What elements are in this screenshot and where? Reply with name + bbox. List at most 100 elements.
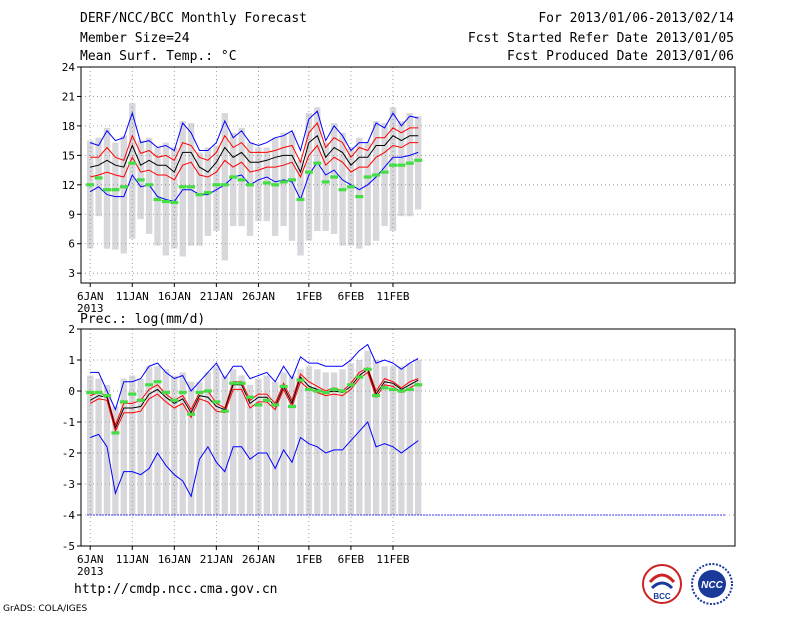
temperature-mean-plus-minus-sd-line xyxy=(90,122,419,164)
precip-range-bar xyxy=(330,372,338,515)
temperature-observed-mark xyxy=(136,178,145,182)
precip-observed-mark xyxy=(363,367,372,371)
precip-range-bar xyxy=(272,381,279,515)
temperature-range-bar xyxy=(347,147,355,246)
temperature-observed-mark xyxy=(145,183,154,187)
temperature-observed-mark xyxy=(321,180,330,184)
temperature-xtick-label: 1FEB xyxy=(296,290,323,303)
precip-range-bar xyxy=(339,369,346,515)
temperature-observed-mark xyxy=(279,180,288,184)
temperature-observed-mark xyxy=(262,181,271,185)
forecast-start-date: Fcst Started Refer Date 2013/01/05 xyxy=(467,31,734,46)
temperature-observed-mark xyxy=(220,183,229,187)
temperature-observed-mark xyxy=(271,183,280,187)
temperature-observed-mark xyxy=(304,170,313,174)
temperature-range-bar xyxy=(120,135,127,254)
precip-range-bar xyxy=(305,366,313,515)
temperature-observed-mark xyxy=(86,183,95,187)
temperature-observed-mark xyxy=(178,185,187,189)
precip-observed-mark xyxy=(220,409,229,413)
precip-range-bar xyxy=(255,378,262,515)
precip-xtick-label: 21JAN xyxy=(200,553,233,566)
precip-ytick-label: -1 xyxy=(62,416,75,429)
source-url[interactable]: http://cmdp.ncc.cma.gov.cn xyxy=(74,582,278,597)
temperature-observed-mark xyxy=(405,161,414,165)
precip-ytick-label: -3 xyxy=(62,478,75,491)
ncc-logo-icon: NCC xyxy=(691,563,733,605)
temperature-mean-minus-sd-line xyxy=(90,142,419,181)
temperature-observed-mark xyxy=(338,188,347,192)
temperature-observed-mark xyxy=(103,188,111,192)
precip-range-bar xyxy=(204,372,212,515)
temperature-observed-mark xyxy=(187,185,196,189)
precip-range-bar xyxy=(263,375,270,515)
precip-range-bar xyxy=(112,406,119,515)
temperature-range-bar xyxy=(356,137,363,249)
precip-min-line xyxy=(90,421,419,498)
temperature-observed-mark xyxy=(296,197,305,202)
temperature-ytick-label: 9 xyxy=(68,208,75,221)
temperature-range-bar xyxy=(288,132,296,241)
precip-range-bar xyxy=(162,369,170,515)
temperature-range-bar xyxy=(372,121,380,241)
precip-observed-mark xyxy=(170,398,179,402)
precip-observed-mark xyxy=(128,392,137,396)
precip-ytick-label: 2 xyxy=(68,323,75,336)
temperature-mean-line xyxy=(90,134,419,174)
precip-observed-mark xyxy=(414,383,423,387)
precip-max-line xyxy=(90,343,419,412)
temperature-observed-mark xyxy=(195,193,204,197)
ncc-logo-text: NCC xyxy=(701,580,723,591)
precip-observed-mark xyxy=(321,390,330,395)
precip-observed-mark xyxy=(229,381,238,385)
temperature-range-bar xyxy=(398,121,405,217)
temperature-range-bar xyxy=(364,142,371,246)
precip-ytick-label: -2 xyxy=(62,447,75,460)
precip-ytick-label: -4 xyxy=(62,509,76,522)
precip-range-bar xyxy=(145,366,153,515)
temperature-observed-mark xyxy=(346,185,355,189)
member-size-label: Member Size=24 xyxy=(80,31,190,46)
precip-observed-mark xyxy=(246,395,254,399)
temperature-range-bar xyxy=(171,147,178,249)
precip-ytick-label: 1 xyxy=(68,354,75,367)
temperature-ytick-label: 3 xyxy=(68,267,75,280)
precip-range-bar xyxy=(103,384,111,515)
precip-observed-mark xyxy=(212,400,221,404)
temperature-observed-mark xyxy=(161,199,170,204)
temperature-observed-mark xyxy=(229,175,238,179)
precip-frame xyxy=(80,328,736,547)
precip-range-bar xyxy=(187,381,195,515)
precip-range-bar xyxy=(381,366,388,515)
precip-range-bar xyxy=(154,366,161,515)
temperature-observed-mark xyxy=(288,178,296,182)
temperature-xtick-label: 6FEB xyxy=(338,290,365,303)
precip-observed-mark xyxy=(271,403,280,407)
precip-range-bar xyxy=(179,372,186,515)
precip-range-bar xyxy=(213,366,220,515)
precip-observed-mark xyxy=(119,400,128,404)
temperature-observed-mark xyxy=(203,191,212,195)
temperature-range-bar xyxy=(297,160,304,256)
temperature-range-bar xyxy=(415,116,422,210)
precip-xtick-label: 6FEB xyxy=(338,553,365,566)
precip-observed-mark xyxy=(136,398,145,402)
agency-logos: BCC NCC xyxy=(642,563,733,605)
precip-mean-minus-sd-line xyxy=(89,371,419,433)
temperature-observed-mark xyxy=(389,163,397,167)
temperature-observed-mark xyxy=(330,175,339,179)
temperature-observed-mark xyxy=(246,183,254,187)
precip-observed-mark xyxy=(346,383,355,387)
precip-observed-mark xyxy=(262,398,271,402)
precip-observed-mark xyxy=(178,390,187,395)
temperature-range-bar xyxy=(238,127,245,227)
temperature-frame xyxy=(80,66,736,284)
precip-range-bar xyxy=(389,366,397,515)
temperature-observed-mark xyxy=(212,183,221,187)
temperature-observed-mark xyxy=(414,158,423,162)
precip-observed-mark xyxy=(405,387,414,391)
precip-range-bar xyxy=(221,375,228,515)
temperature-observed-mark xyxy=(170,200,179,205)
precip-observed-mark xyxy=(153,380,162,384)
